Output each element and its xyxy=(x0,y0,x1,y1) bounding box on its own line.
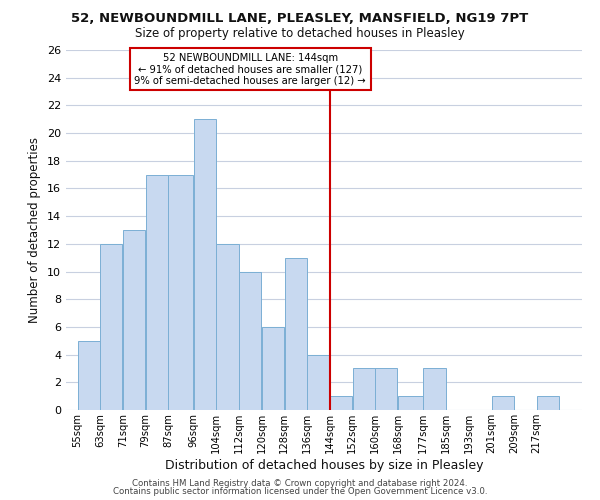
Bar xyxy=(239,272,262,410)
Bar xyxy=(398,396,423,410)
Bar xyxy=(100,244,122,410)
Y-axis label: Number of detached properties: Number of detached properties xyxy=(28,137,41,323)
Text: Size of property relative to detached houses in Pleasley: Size of property relative to detached ho… xyxy=(135,28,465,40)
Text: Contains HM Land Registry data © Crown copyright and database right 2024.: Contains HM Land Registry data © Crown c… xyxy=(132,478,468,488)
Bar xyxy=(353,368,375,410)
X-axis label: Distribution of detached houses by size in Pleasley: Distribution of detached houses by size … xyxy=(165,458,483,471)
Bar xyxy=(194,119,216,410)
Bar xyxy=(217,244,239,410)
Text: 52 NEWBOUNDMILL LANE: 144sqm
← 91% of detached houses are smaller (127)
9% of se: 52 NEWBOUNDMILL LANE: 144sqm ← 91% of de… xyxy=(134,53,366,86)
Bar xyxy=(424,368,446,410)
Bar xyxy=(146,174,168,410)
Bar xyxy=(284,258,307,410)
Text: 52, NEWBOUNDMILL LANE, PLEASLEY, MANSFIELD, NG19 7PT: 52, NEWBOUNDMILL LANE, PLEASLEY, MANSFIE… xyxy=(71,12,529,26)
Bar xyxy=(491,396,514,410)
Bar xyxy=(307,354,329,410)
Bar xyxy=(262,327,284,410)
Bar xyxy=(330,396,352,410)
Text: Contains public sector information licensed under the Open Government Licence v3: Contains public sector information licen… xyxy=(113,487,487,496)
Bar xyxy=(169,174,193,410)
Bar xyxy=(375,368,397,410)
Bar xyxy=(537,396,559,410)
Bar xyxy=(123,230,145,410)
Bar xyxy=(77,341,100,410)
